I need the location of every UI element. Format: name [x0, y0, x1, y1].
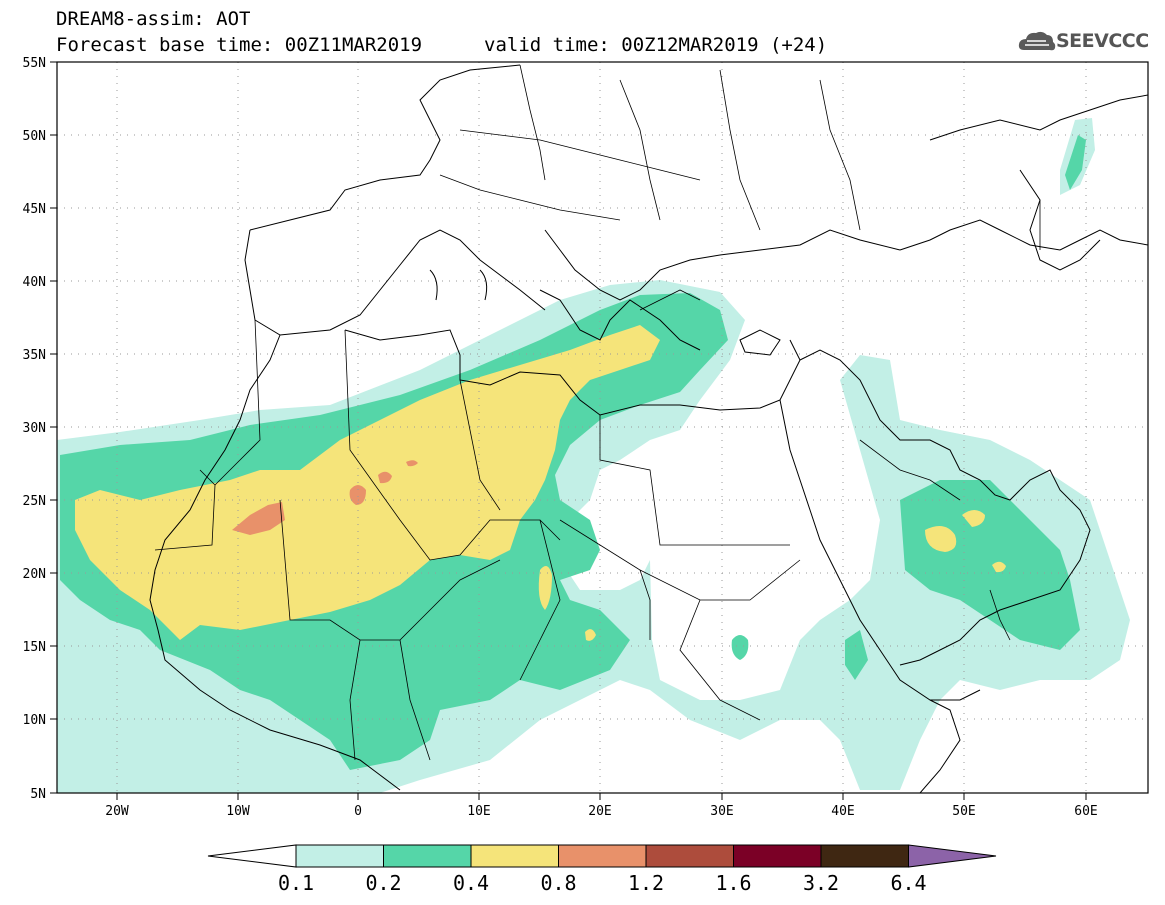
aot-region-0.4c — [925, 526, 957, 552]
lat-label-5n: 5N — [30, 787, 46, 802]
coastlines — [149, 64, 1148, 793]
aot-region-0.8d — [406, 460, 418, 467]
logo-text: SEEVCCC — [1056, 30, 1149, 52]
colorbar-under-arrow — [207, 844, 297, 868]
lat-label-25n: 25N — [23, 494, 46, 509]
aot-region-0.4 — [75, 325, 660, 640]
graticule — [57, 62, 1148, 793]
lat-label-55n: 55N — [23, 56, 46, 71]
aot-region-0.4d — [962, 510, 985, 527]
colorbar-swatch-1.6 — [733, 844, 822, 868]
colorbar-over-arrow — [908, 844, 997, 868]
map-title: DREAM8-assim: AOT — [56, 8, 251, 30]
aot-region-0.8 — [232, 502, 285, 535]
seevccc-cloud-logo-icon — [1018, 31, 1056, 51]
aot-fields — [57, 118, 1130, 793]
lat-label-40n: 40N — [23, 275, 46, 290]
lon-label-50e: 50E — [952, 804, 975, 819]
colorbar-label-1.2: 1.2 — [628, 871, 664, 895]
aot-region-0.2d — [731, 635, 749, 660]
lat-label-15n: 15N — [23, 640, 46, 655]
lon-label-20e: 20E — [588, 804, 611, 819]
colorbar-label-0.2: 0.2 — [365, 871, 401, 895]
colorbar-swatch-0.8 — [558, 844, 647, 868]
aot-region-0.2c — [1065, 135, 1086, 190]
lon-label-10w: 10W — [226, 804, 250, 819]
aot-region-0.4e — [992, 561, 1006, 573]
colorbar-swatch-0.1 — [295, 844, 384, 868]
aot-region-0.8b — [349, 485, 366, 505]
lon-label-40e: 40E — [831, 804, 854, 819]
lon-label-10e: 10E — [467, 804, 490, 819]
colorbar-label-0.1: 0.1 — [278, 871, 314, 895]
lon-label-30e: 30E — [710, 804, 733, 819]
aot-region-0.2e — [845, 630, 868, 680]
lat-label-35n: 35N — [23, 348, 46, 363]
lat-label-10n: 10N — [23, 713, 46, 728]
colorbar-label-1.6: 1.6 — [715, 871, 751, 895]
lat-label-20n: 20N — [23, 567, 46, 582]
aot-region-0.2b — [900, 480, 1080, 650]
lat-label-30n: 30N — [23, 421, 46, 436]
aot-region-0.4f — [585, 629, 596, 641]
aot-region-0.4b — [538, 566, 552, 610]
lat-label-50n: 50N — [23, 129, 46, 144]
colorbar-swatch-0.2 — [383, 844, 472, 868]
colorbar-label-0.4: 0.4 — [453, 871, 489, 895]
colorbar-label-6.4: 6.4 — [890, 871, 926, 895]
colorbar: 0.1 0.2 0.4 0.8 1.2 1.6 3.2 6.4 — [207, 844, 997, 895]
country-borders — [154, 64, 1041, 761]
colorbar-swatch-3.2 — [820, 844, 909, 868]
lon-label-20w: 20W — [105, 804, 129, 819]
lon-label-60e: 60E — [1074, 804, 1097, 819]
colorbar-label-3.2: 3.2 — [803, 871, 839, 895]
colorbar-label-0.8: 0.8 — [540, 871, 576, 895]
valid-time: valid time: 00Z12MAR2019 (+24) — [484, 34, 828, 56]
lat-label-45n: 45N — [23, 202, 46, 217]
axis-ticks — [50, 61, 1087, 800]
aot-region-0.8c — [378, 471, 392, 484]
colorbar-swatch-0.4 — [470, 844, 559, 868]
lon-label-0: 0 — [354, 804, 362, 819]
forecast-base-time: Forecast base time: 00Z11MAR2019 — [56, 34, 423, 56]
colorbar-swatch-1.2 — [645, 844, 734, 868]
